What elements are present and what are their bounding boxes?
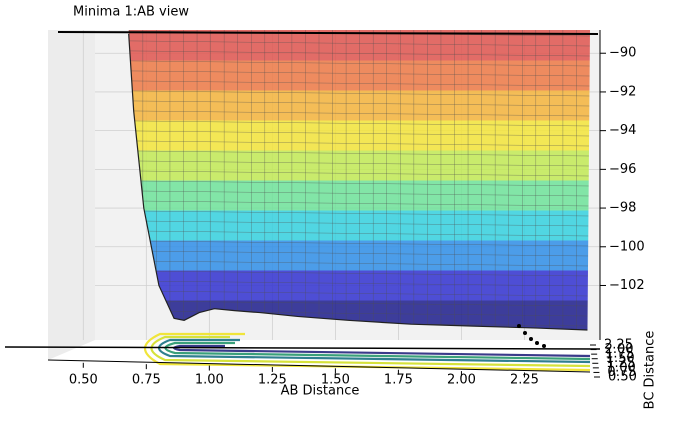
x-axis [47,359,591,373]
left-pane [48,30,95,360]
x-tick-label: 2.25 [510,373,539,388]
y-tick-label: 2.25 [604,338,633,353]
y-tick-label: 1.00 [607,360,636,375]
mesh-line [128,129,590,137]
surface-top-edge [57,31,599,35]
x-tick-label: 1.00 [195,373,224,388]
mesh-line [128,89,590,97]
mesh-line [128,99,590,107]
x-axis-label: AB Distance [281,384,360,399]
mesh-line [128,39,590,47]
trajectory [517,324,546,348]
chart-title: Minima 1:AB view [73,5,189,20]
x-tick-label: 0.75 [132,373,161,388]
y-tick-label: 0.50 [608,370,637,385]
y-tick-label: 2.00 [605,342,634,357]
mesh-line [128,139,590,147]
x-tick-label: 1.25 [258,373,287,388]
mesh-line [128,69,590,77]
x-tick-label: 0.50 [69,373,98,388]
mesh-line [128,79,590,87]
z-tick-label: −94 [609,123,636,138]
y-tick-label: 1.25 [606,356,635,371]
x-tick-label: 2.00 [447,373,476,388]
mesh-line [128,49,590,57]
z-tick-label: −102 [609,278,645,293]
y-axis-label: BC Distance [643,331,658,410]
x-tick-label: 1.75 [384,373,413,388]
mesh-line [128,59,590,67]
y-tick-label: 1.75 [605,347,634,362]
mesh-line [128,109,590,117]
mesh-line [128,119,590,127]
z-tick-label: −92 [609,84,636,99]
y-tick-label: 0.75 [607,365,636,380]
z-tick-label: −96 [609,162,636,177]
floor-edge [4,346,601,350]
x-tick-label: 1.50 [321,373,350,388]
z-tick-label: −90 [609,46,636,61]
z-tick-label: −100 [609,239,645,254]
surface-edge [128,33,588,331]
z-tick-label: −98 [609,201,636,216]
y-tick-label: 1.50 [606,351,635,366]
